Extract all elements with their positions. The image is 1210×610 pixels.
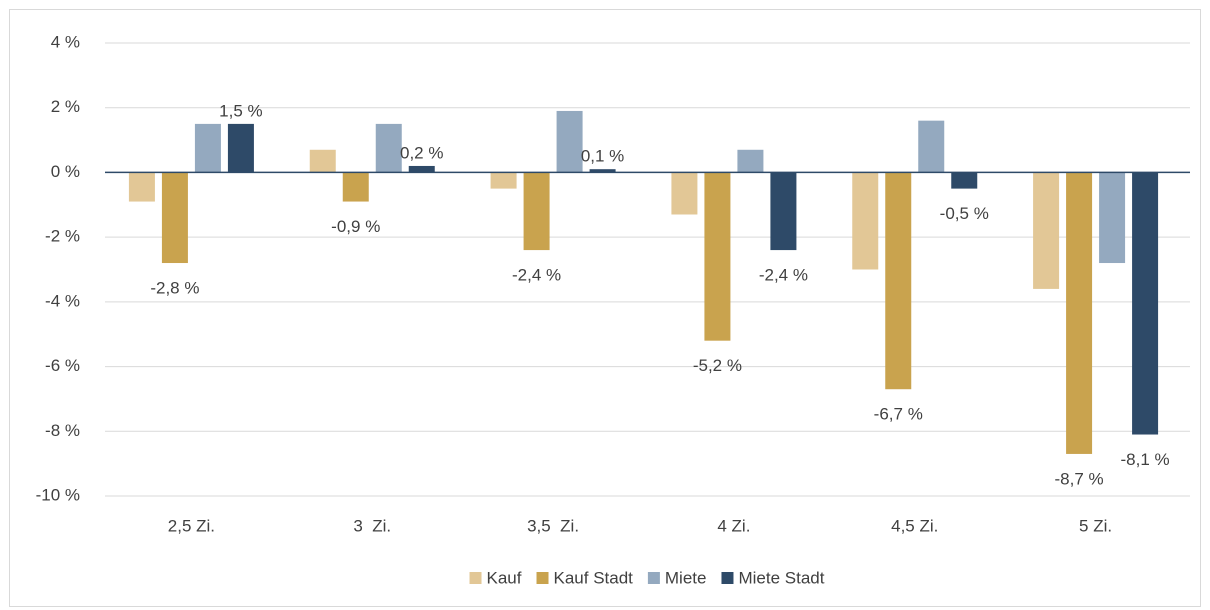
data-label: -2,4 % [512,266,561,285]
x-tick-label: 5 Zi. [1079,516,1112,535]
x-tick-label: 4,5 Zi. [891,516,938,535]
bar [1066,172,1093,454]
bar [490,172,517,189]
bar [918,120,945,173]
bar [704,172,731,341]
bar [523,172,550,251]
bar [1099,172,1126,264]
y-tick-label: -6 % [45,356,80,375]
bar [375,123,402,173]
bar [342,172,369,202]
bar [671,172,698,215]
bar [556,110,583,173]
bar [194,123,221,173]
bar [852,172,879,270]
data-label: -8,1 % [1121,450,1170,469]
legend-label: Miete [665,568,707,587]
bar [128,172,155,202]
y-tick-label: 2 % [51,97,80,116]
data-label: -6,7 % [874,405,923,424]
bar [1033,172,1060,289]
bar [309,149,336,173]
bar [737,149,764,173]
bar [951,172,978,189]
legend-label: Miete Stadt [738,568,824,587]
legend-label: Kauf [487,568,522,587]
data-label: -0,9 % [331,217,380,236]
bar [1132,172,1159,435]
x-tick-label: 4 Zi. [717,516,750,535]
data-label: -8,7 % [1055,469,1104,488]
data-label: -0,5 % [940,204,989,223]
bar [885,172,912,390]
legend-swatch [536,572,549,584]
legend-swatch [721,572,734,584]
chart-border [9,9,1201,607]
x-tick-label: 2,5 Zi. [168,516,215,535]
y-tick-label: -8 % [45,421,80,440]
y-tick-label: -4 % [45,291,80,310]
x-tick-label: 3,5 Zi. [527,516,579,535]
data-label: -2,4 % [759,266,808,285]
data-label: 0,1 % [581,147,624,166]
y-tick-label: -10 % [36,485,80,504]
y-tick-label: -2 % [45,227,80,246]
legend-swatch [647,572,660,584]
bar [770,172,797,251]
bar [161,172,188,264]
bar [408,165,435,173]
data-label: -5,2 % [693,356,742,375]
data-label: -2,8 % [150,279,199,298]
y-tick-label: 0 % [51,162,80,181]
legend-swatch [469,572,482,584]
bar [227,123,254,173]
data-label: 0,2 % [400,143,443,162]
data-label: 1,5 % [219,101,262,120]
bar [589,169,616,173]
x-tick-label: 3 Zi. [353,516,391,535]
legend-label: Kauf Stadt [554,568,634,587]
y-tick-label: 4 % [51,32,80,51]
